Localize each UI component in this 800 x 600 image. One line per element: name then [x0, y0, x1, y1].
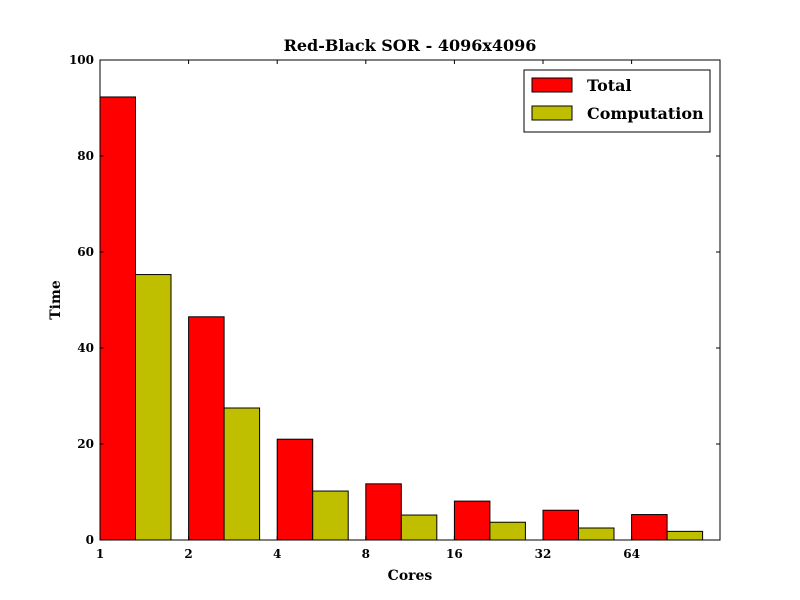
- bar-total-8: [365, 483, 402, 541]
- x-tick-label: 2: [184, 547, 192, 561]
- y-tick-label: 40: [77, 341, 94, 355]
- x-tick-label: 32: [535, 547, 552, 561]
- legend-label-total: Total: [587, 76, 632, 95]
- y-tick-label: 60: [77, 245, 94, 259]
- bar-computation-64: [666, 530, 704, 541]
- bar-total-4: [276, 438, 314, 541]
- chart-title: Red-Black SOR - 4096x4096: [284, 36, 537, 55]
- y-tick-label: 80: [77, 149, 94, 163]
- y-tick-label: 100: [69, 53, 94, 67]
- bar-total-1: [99, 96, 136, 541]
- bar-total-2: [188, 316, 225, 541]
- x-tick-label: 4: [273, 547, 281, 561]
- x-tick-label: 64: [623, 547, 640, 561]
- x-axis-label: Cores: [388, 568, 433, 584]
- bars-layer: [99, 96, 704, 541]
- bar-computation-4: [312, 490, 349, 541]
- legend: Total Computation: [523, 69, 711, 133]
- legend-swatch-total: [531, 77, 573, 93]
- bar-computation-32: [578, 527, 615, 541]
- legend-label-computation: Computation: [587, 104, 704, 123]
- bar-computation-8: [400, 514, 438, 541]
- y-axis: 0 20 40 60 80 100: [69, 53, 720, 547]
- x-tick-label: 8: [362, 547, 370, 561]
- bar-total-16: [453, 500, 491, 541]
- legend-swatch-computation: [531, 105, 573, 121]
- x-tick-label: 16: [446, 547, 463, 561]
- bar-computation-16: [489, 521, 526, 541]
- bar-total-32: [542, 509, 579, 541]
- x-tick-label: 1: [96, 547, 104, 561]
- y-axis-label: Time: [48, 280, 64, 320]
- bar-total-64: [631, 514, 668, 541]
- y-tick-label: 20: [77, 437, 94, 451]
- bar-computation-2: [223, 407, 261, 541]
- x-axis: 1 2 4 8 16 32 64: [96, 60, 640, 561]
- y-tick-label: 0: [86, 533, 94, 547]
- bar-computation-1: [135, 274, 172, 541]
- plot-frame: [99, 59, 721, 541]
